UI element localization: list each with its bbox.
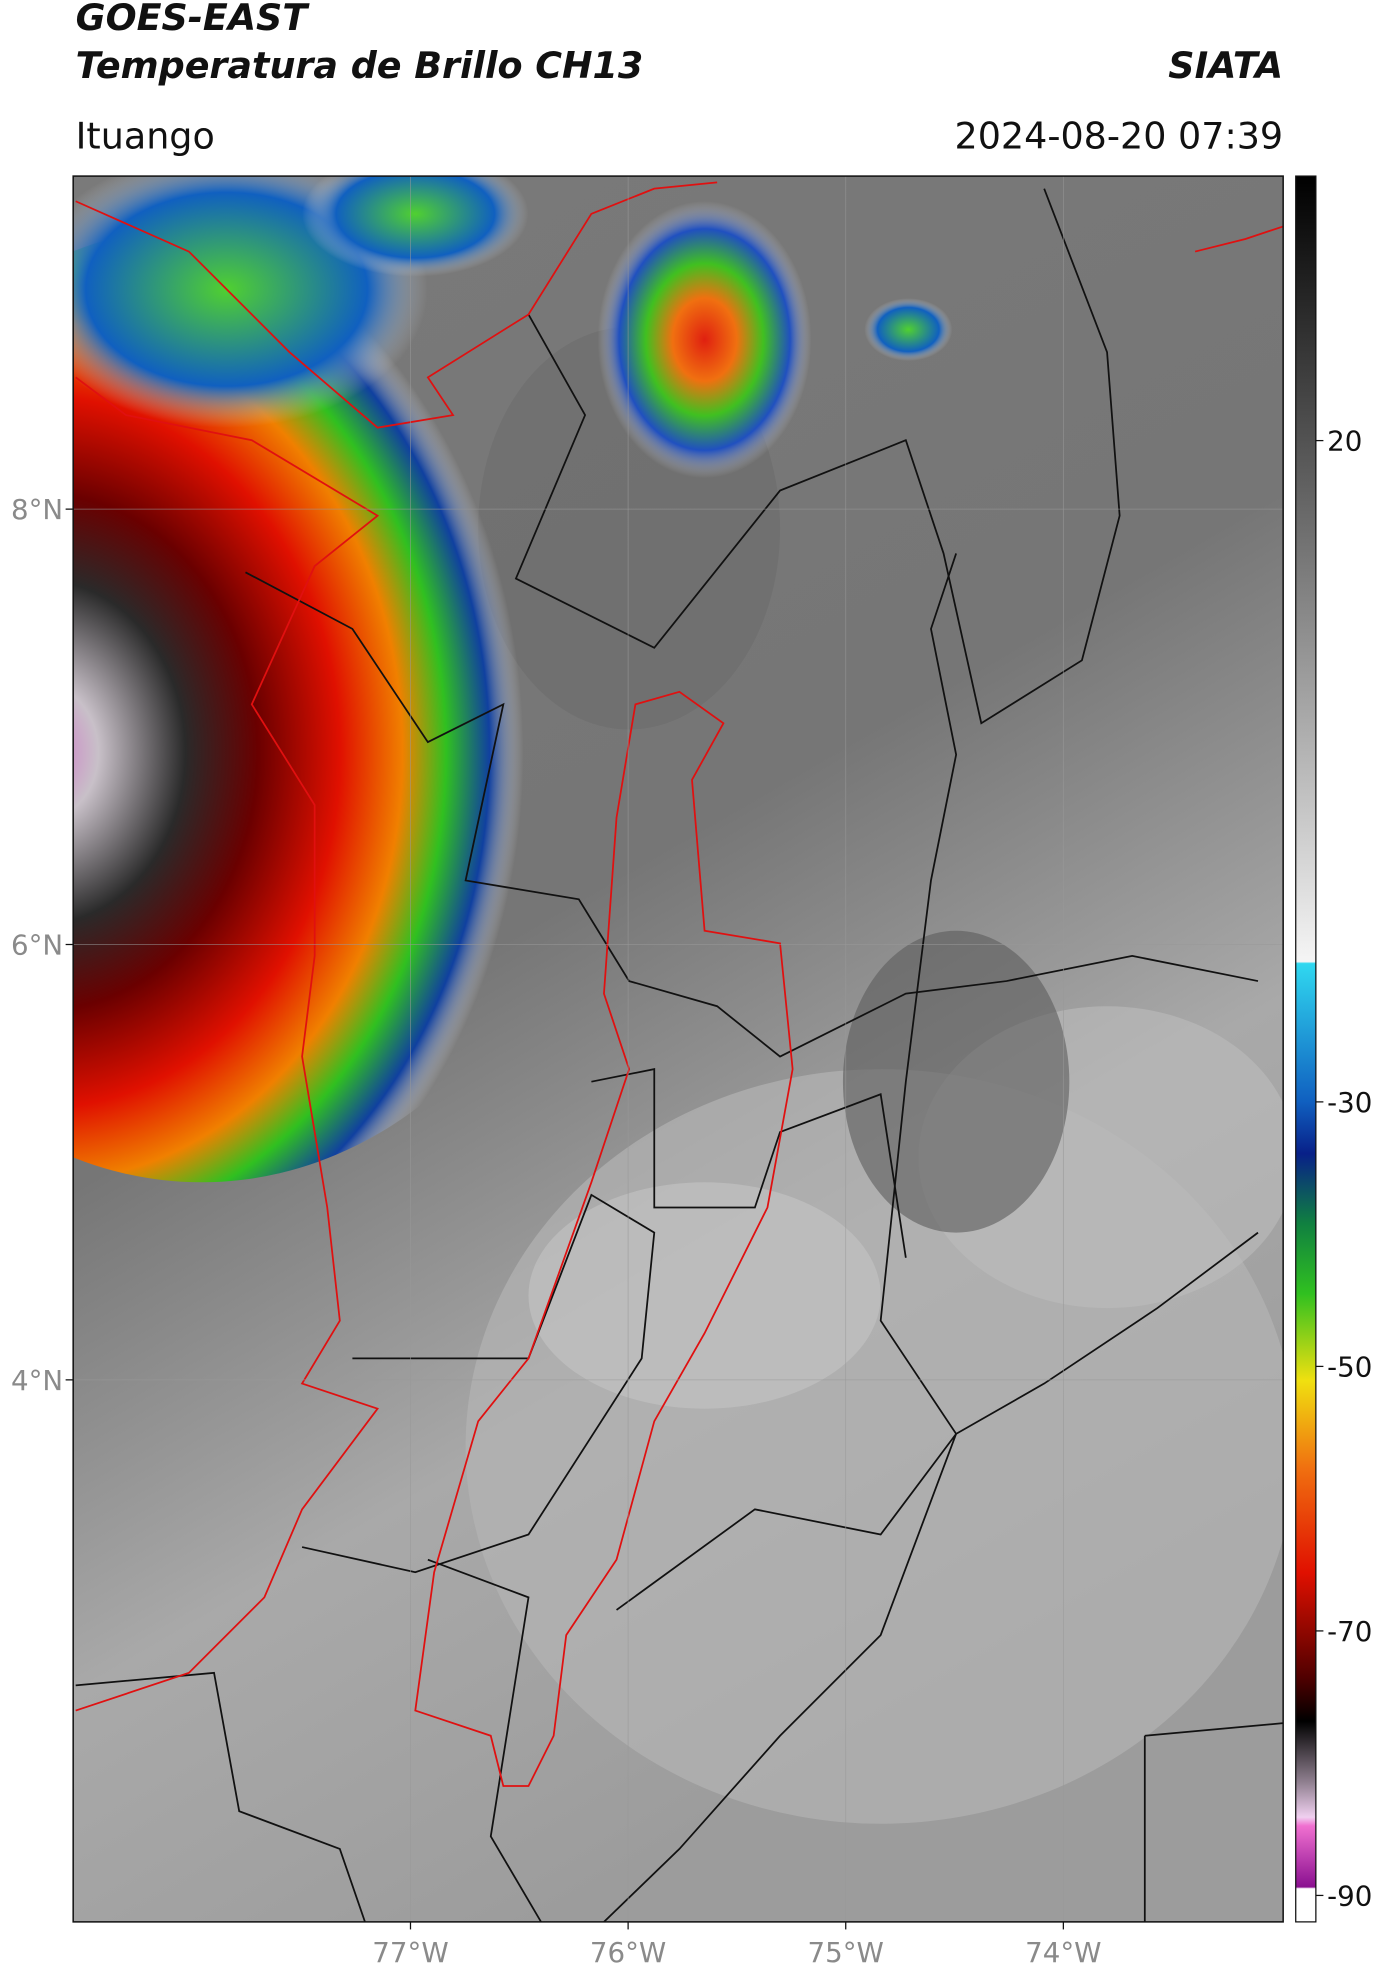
- x-tick-label: 77°W: [372, 1936, 448, 1969]
- y-tick-label: 4°N: [11, 1364, 63, 1397]
- region: Ituango: [76, 114, 215, 157]
- colorbar-tick-label: -30: [1327, 1086, 1372, 1119]
- agency: SIATA: [1168, 44, 1283, 87]
- x-tick-label: 74°W: [1025, 1936, 1101, 1969]
- colorbar: [1295, 175, 1317, 1923]
- map-frame: [72, 175, 1284, 1923]
- colorbar-tick-label: -50: [1327, 1350, 1372, 1383]
- x-tick-label: 76°W: [590, 1936, 666, 1969]
- x-tick-label: 75°W: [808, 1936, 884, 1969]
- title-line: Temperatura de Brillo CH13: [76, 44, 644, 87]
- colorbar-tick-label: -90: [1327, 1879, 1372, 1912]
- y-tick-label: 6°N: [11, 929, 63, 962]
- y-tick-label: 8°N: [11, 493, 63, 526]
- grid: [73, 176, 1284, 1922]
- datetime: 2024-08-20 07:39: [955, 114, 1284, 157]
- title-line: GOES-EAST: [76, 0, 311, 39]
- satellite-image: [73, 176, 1284, 1922]
- colorbar-tick-label: -70: [1327, 1615, 1372, 1648]
- colorbar-tick-label: 20: [1327, 425, 1362, 458]
